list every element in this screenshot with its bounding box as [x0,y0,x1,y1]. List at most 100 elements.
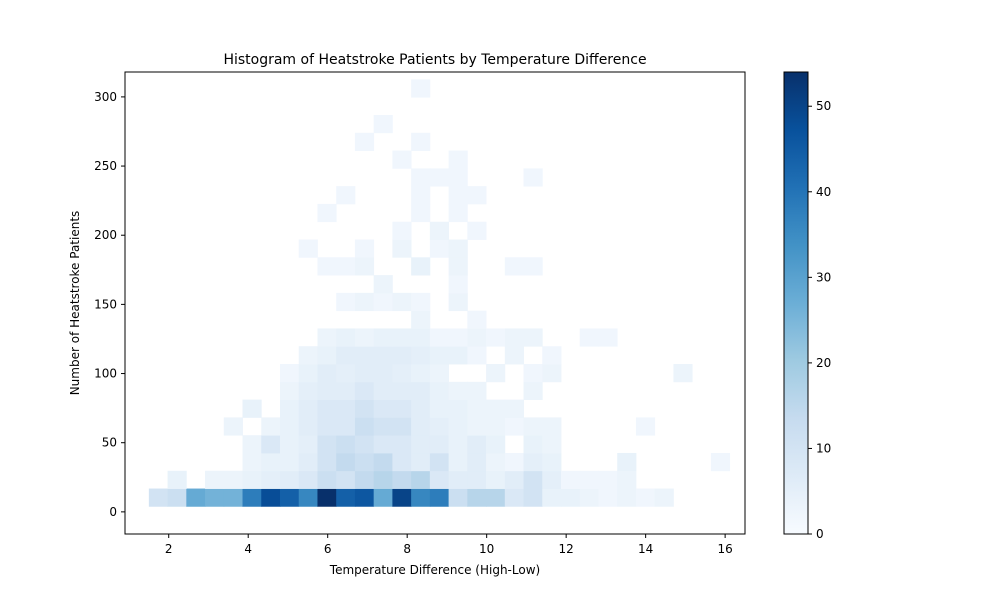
heatmap-cell [579,470,599,489]
heatmap-cell [336,399,356,418]
heatmap-cell [411,132,431,151]
heatmap-cell [298,417,318,436]
heatmap-cell [429,417,450,436]
heatmap-cell [467,221,487,240]
heatmap-cell [392,470,412,489]
heatmap-cell [542,488,562,507]
heatmap-cell [392,221,412,240]
heatmap-cell [298,381,318,401]
heatmap-cell [486,399,506,418]
heatmap-cell [354,257,375,276]
heatmap-cell [486,452,506,472]
heatmap-cell [148,488,168,507]
heatmap-cell [411,346,431,365]
heatmap-cell [392,239,412,258]
heatmap-cell [411,452,431,472]
heatmap-cell [336,186,356,205]
heatmap-cell [317,257,337,276]
heatmap-cell [373,399,393,418]
heatmap-cell [542,435,562,454]
heatmap-cell [486,364,506,383]
chart-title: Histogram of Heatstroke Patients by Temp… [223,52,646,68]
heatmap-cell [429,452,450,472]
heatmap-cell [336,488,356,507]
x-tick-label: 2 [165,542,173,556]
heatmap-cell [336,381,356,401]
y-tick-label: 300 [94,90,117,104]
heatmap-cell [448,470,468,489]
heatmap-cell [617,470,637,489]
heatmap-cell [411,399,431,418]
heatmap-cell [523,470,543,489]
heatmap-cell [373,328,393,347]
heatmap-cell [561,470,581,489]
heatmap-cell [317,328,337,347]
heatmap-cell [448,399,468,418]
heatmap-cell [523,417,543,436]
heatmap-cell [167,488,187,507]
heatmap-cell [411,435,431,454]
heatmap-cell [373,114,393,134]
heatmap-cell [392,435,412,454]
heatmap-cell [598,470,618,489]
heatmap-cell [336,435,356,454]
heatmap-cell [392,417,412,436]
heatmap-cell [635,488,656,507]
heatmap-cell [354,435,375,454]
heatmap-cell [448,239,468,258]
heatmap-cell [429,399,450,418]
heatmap-cell [261,470,281,489]
x-tick-label: 8 [403,542,411,556]
heatmap-cell [392,381,412,401]
x-tick-label: 4 [244,542,252,556]
heatmap-cell [373,488,393,507]
plot-frame [124,71,746,535]
heatmap-cell [523,168,543,187]
heatmap-cell [504,488,524,507]
heatmap-cell [448,381,468,401]
colorbar-tick-label: 50 [816,99,831,113]
heatmap-cell [336,346,356,365]
heatmap-cell [598,328,618,347]
heatmap-cell [373,417,393,436]
heatmap-cell [411,470,431,489]
y-tick-label: 50 [102,436,117,450]
y-tick-label: 0 [109,505,117,519]
heatmap-cell [279,417,300,436]
heatmap-cell [411,328,431,347]
heatmap-cell [279,470,300,489]
heatmap-cell [523,257,543,276]
heatmap-cell [411,364,431,383]
x-axis-label: Temperature Difference (High-Low) [329,563,540,577]
heatmap-cell [523,488,543,507]
heatmap-cell [467,186,487,205]
heatmap-cell [317,364,337,383]
heatmap-cell [167,470,187,489]
heatmap-cell [429,221,450,240]
heatmap-cell [448,186,468,205]
heatmap-cell [617,452,637,472]
heatmap-cell [354,488,375,507]
heatmap-cell [336,470,356,489]
colorbar-tick-label: 40 [816,185,831,199]
heatmap-cell [279,435,300,454]
colorbar-tick-label: 10 [816,441,831,455]
colorbar-tick-label: 20 [816,356,831,370]
heatmap-cell [523,435,543,454]
x-tick-label: 10 [479,542,494,556]
heatmap-cell [429,488,450,507]
heatmap-cell [523,381,543,401]
heatmap-cell [467,452,487,472]
heatmap-cell [373,381,393,401]
heatmap-cell [411,292,431,312]
heatmap-cell [392,150,412,169]
heatmap-cell [279,381,300,401]
heatmap-cell [354,328,375,347]
heatmap-cell [542,470,562,489]
heatmap-cell [542,346,562,365]
y-tick-label: 250 [94,159,117,173]
y-axis: 0 50 100 150 200 250 300 [94,90,125,519]
heatmap-cell [411,381,431,401]
y-tick-label: 150 [94,297,117,311]
heatmap-cell [223,488,243,507]
